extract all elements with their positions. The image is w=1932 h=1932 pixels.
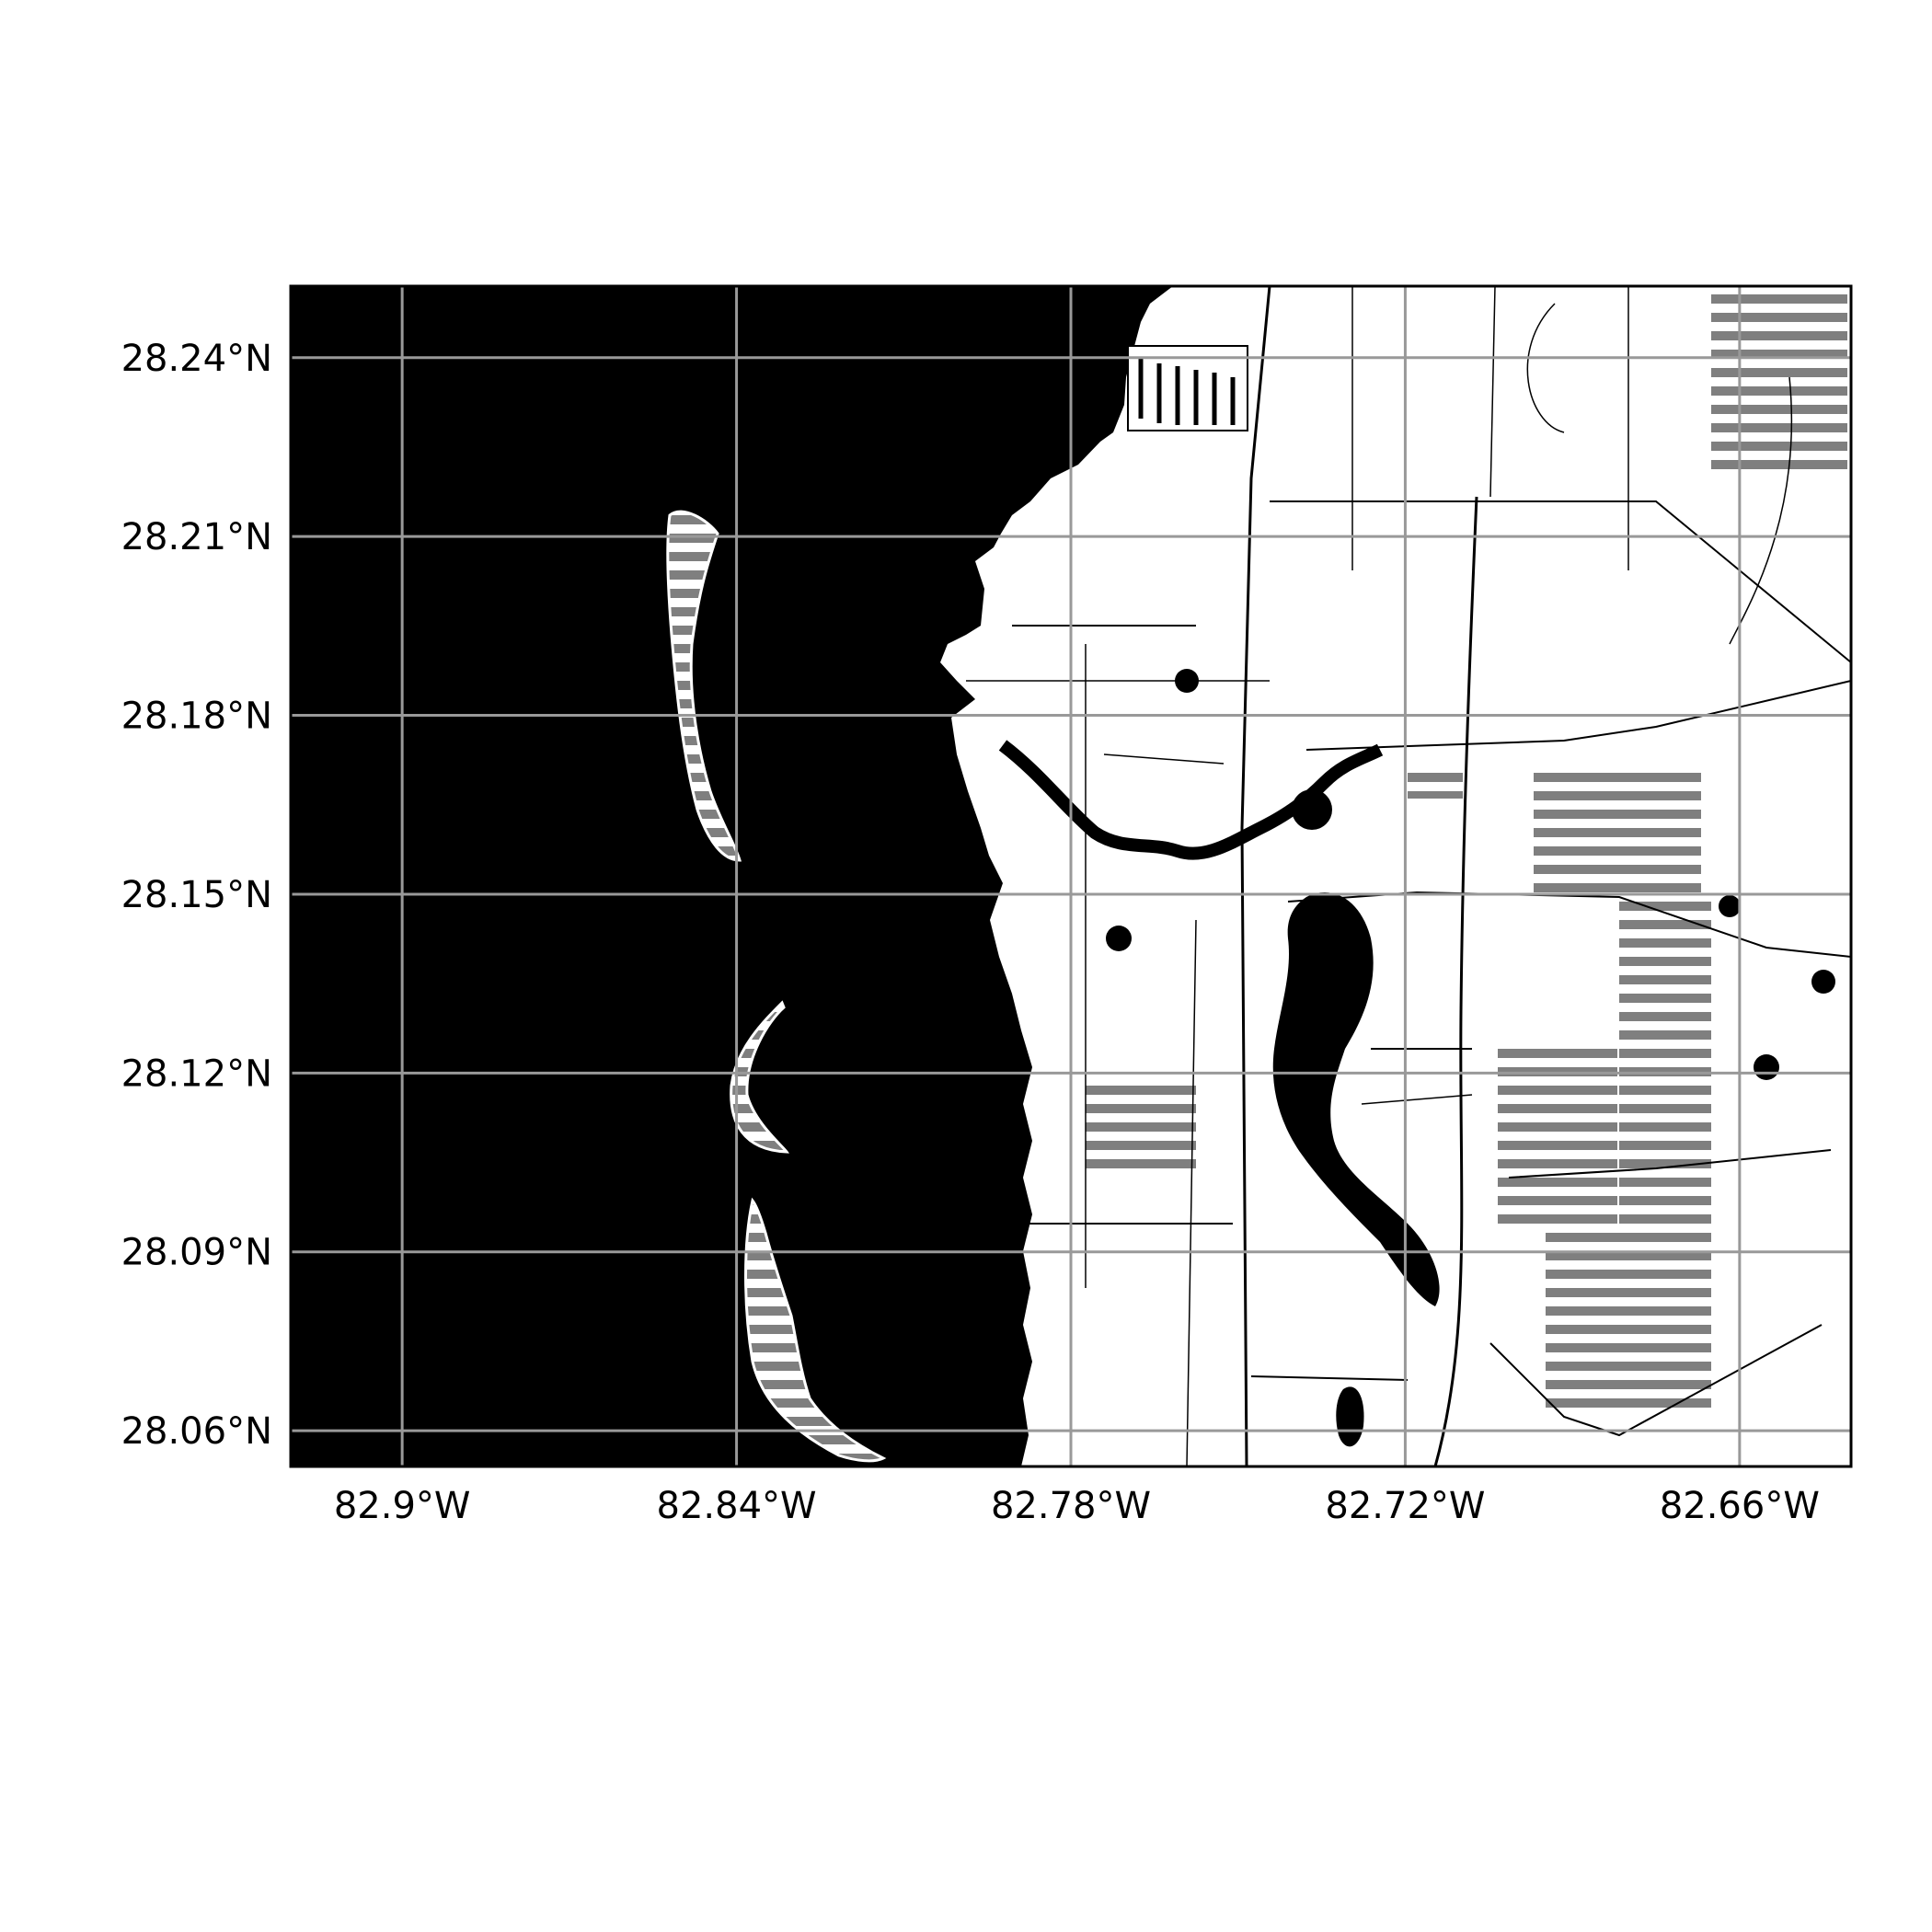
y-tick-label: 28.21°N (121, 516, 272, 558)
y-tick-label: 28.09°N (121, 1232, 272, 1274)
pond (1106, 926, 1132, 951)
marina-block (1127, 345, 1248, 431)
pond (1292, 789, 1332, 830)
barrier-island-south (744, 1197, 887, 1463)
gridlines (291, 286, 1851, 1466)
y-tick-label: 28.24°N (121, 338, 272, 380)
y-tick-label: 28.06°N (121, 1410, 272, 1453)
barrier-island-middle (730, 1000, 790, 1154)
large-lake (1272, 892, 1440, 1306)
y-tick-labels: 28.24°N 28.21°N 28.18°N 28.15°N 28.12°N … (121, 338, 272, 1453)
barrier-island-north (666, 510, 742, 862)
x-tick-label: 82.78°W (991, 1485, 1151, 1527)
pond (1719, 895, 1741, 917)
y-tick-label: 28.15°N (121, 874, 272, 916)
road-network (966, 286, 1851, 1466)
marina-canals (1138, 359, 1236, 425)
map-frame (289, 284, 1853, 1468)
x-tick-label: 82.72°W (1325, 1485, 1485, 1527)
pond (1754, 1054, 1779, 1080)
pond (1811, 970, 1835, 994)
river-channel (998, 740, 1384, 860)
lake-south (1336, 1386, 1364, 1447)
y-tick-label: 28.12°N (121, 1052, 272, 1095)
x-tick-labels: 82.9°W 82.84°W 82.78°W 82.72°W 82.66°W (334, 1485, 1820, 1527)
x-tick-label: 82.84°W (657, 1485, 817, 1527)
x-tick-label: 82.9°W (334, 1485, 471, 1527)
x-tick-label: 82.66°W (1660, 1485, 1820, 1527)
y-tick-label: 28.18°N (121, 696, 272, 738)
